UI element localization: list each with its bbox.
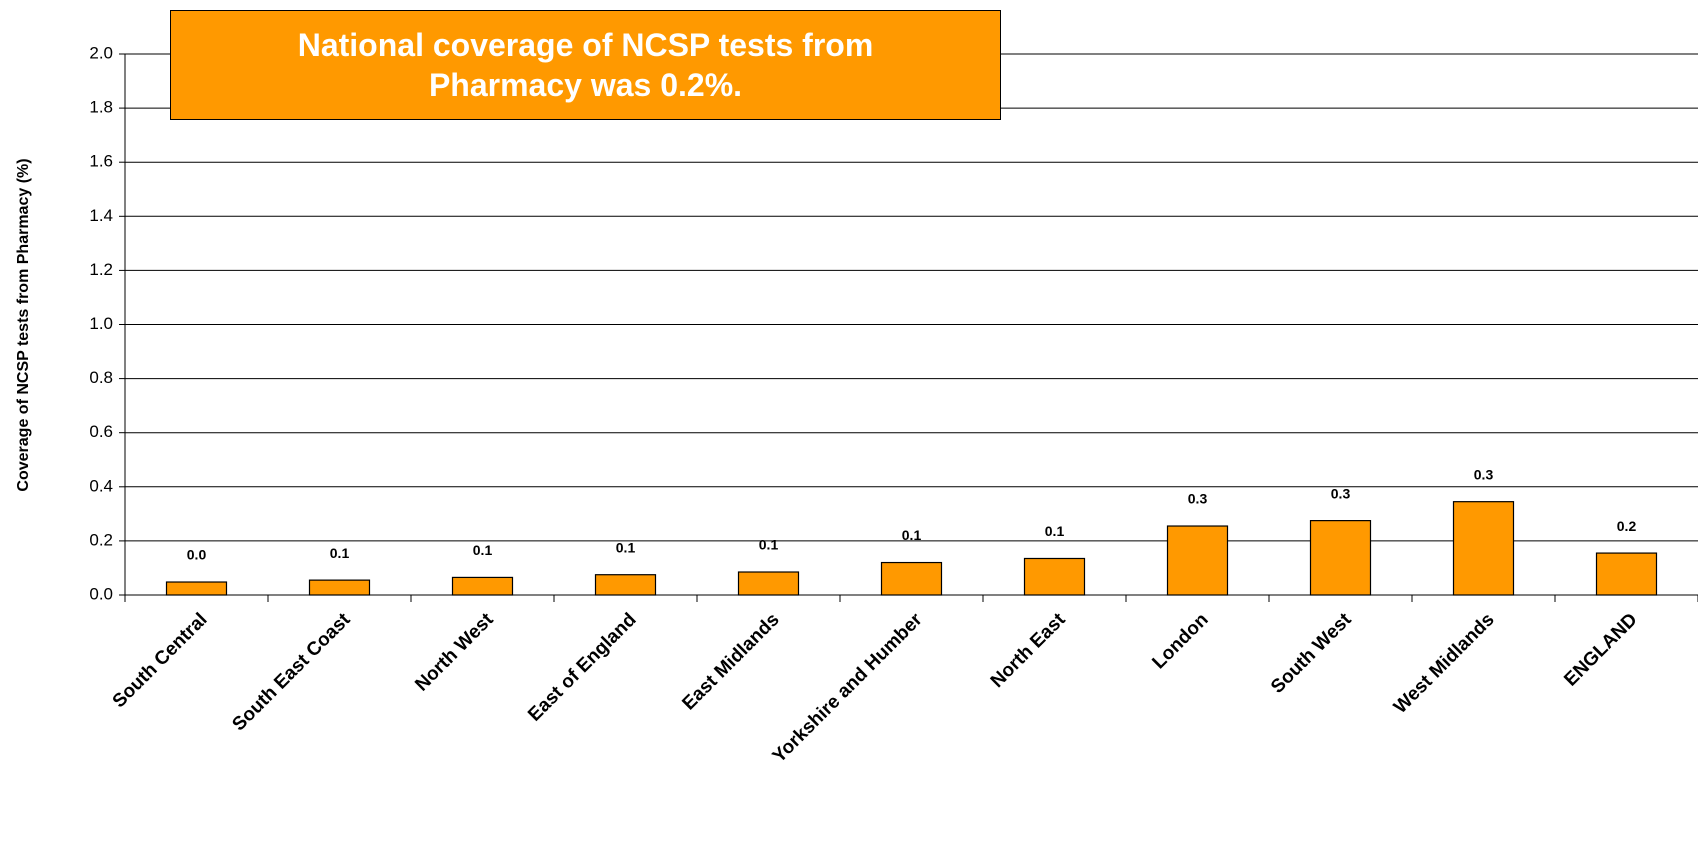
value-label: 0.0 xyxy=(187,547,207,563)
y-tick-label: 0.2 xyxy=(89,530,113,549)
value-label: 0.1 xyxy=(759,537,779,553)
y-tick-label: 1.0 xyxy=(89,314,113,333)
y-tick-label: 0.4 xyxy=(89,476,113,495)
x-tick-label: Yorkshire and Humber xyxy=(769,609,927,767)
value-label: 0.1 xyxy=(473,542,493,558)
x-tick-label: South East Coast xyxy=(228,609,355,736)
y-tick-label: 0.8 xyxy=(89,368,113,387)
y-tick-label: 1.2 xyxy=(89,260,113,279)
y-tick-label: 2.0 xyxy=(89,43,113,62)
bar xyxy=(165,581,228,596)
x-tick-label: South Central xyxy=(109,609,212,712)
value-label: 0.3 xyxy=(1474,466,1494,482)
x-tick-label: North West xyxy=(411,609,498,696)
bar xyxy=(880,561,943,596)
x-tick-label: West Midlands xyxy=(1390,609,1499,718)
bar xyxy=(451,576,514,596)
x-tick-label: ENGLAND xyxy=(1560,609,1641,690)
bar xyxy=(594,574,657,596)
y-tick-label: 1.8 xyxy=(89,98,113,117)
annotation: National coverage of NCSP tests from Pha… xyxy=(170,10,1001,120)
x-tick-label: East of England xyxy=(524,609,640,725)
bar xyxy=(1595,552,1658,596)
y-tick-label: 0.0 xyxy=(89,584,113,603)
bar xyxy=(1309,520,1372,596)
bar xyxy=(1452,501,1515,596)
bar xyxy=(1023,557,1086,596)
x-tick-label: South West xyxy=(1267,609,1356,698)
value-label: 0.3 xyxy=(1188,491,1208,507)
x-tick-label: East Midlands xyxy=(678,609,783,714)
y-tick-label: 0.6 xyxy=(89,422,113,441)
y-tick-label: 1.6 xyxy=(89,152,113,171)
bar xyxy=(308,579,371,596)
value-label: 0.2 xyxy=(1617,518,1637,534)
value-label: 0.1 xyxy=(1045,523,1065,539)
bar xyxy=(1166,525,1229,596)
y-tick-label: 1.4 xyxy=(89,206,113,225)
value-label: 0.1 xyxy=(616,539,636,555)
value-label: 0.1 xyxy=(330,545,350,561)
x-tick-label: London xyxy=(1148,609,1212,673)
value-label: 0.3 xyxy=(1331,485,1351,501)
x-tick-label: North East xyxy=(987,609,1070,692)
bar xyxy=(737,571,800,596)
value-label: 0.1 xyxy=(902,527,922,543)
y-axis-title: Coverage of NCSP tests from Pharmacy (%) xyxy=(15,158,32,491)
